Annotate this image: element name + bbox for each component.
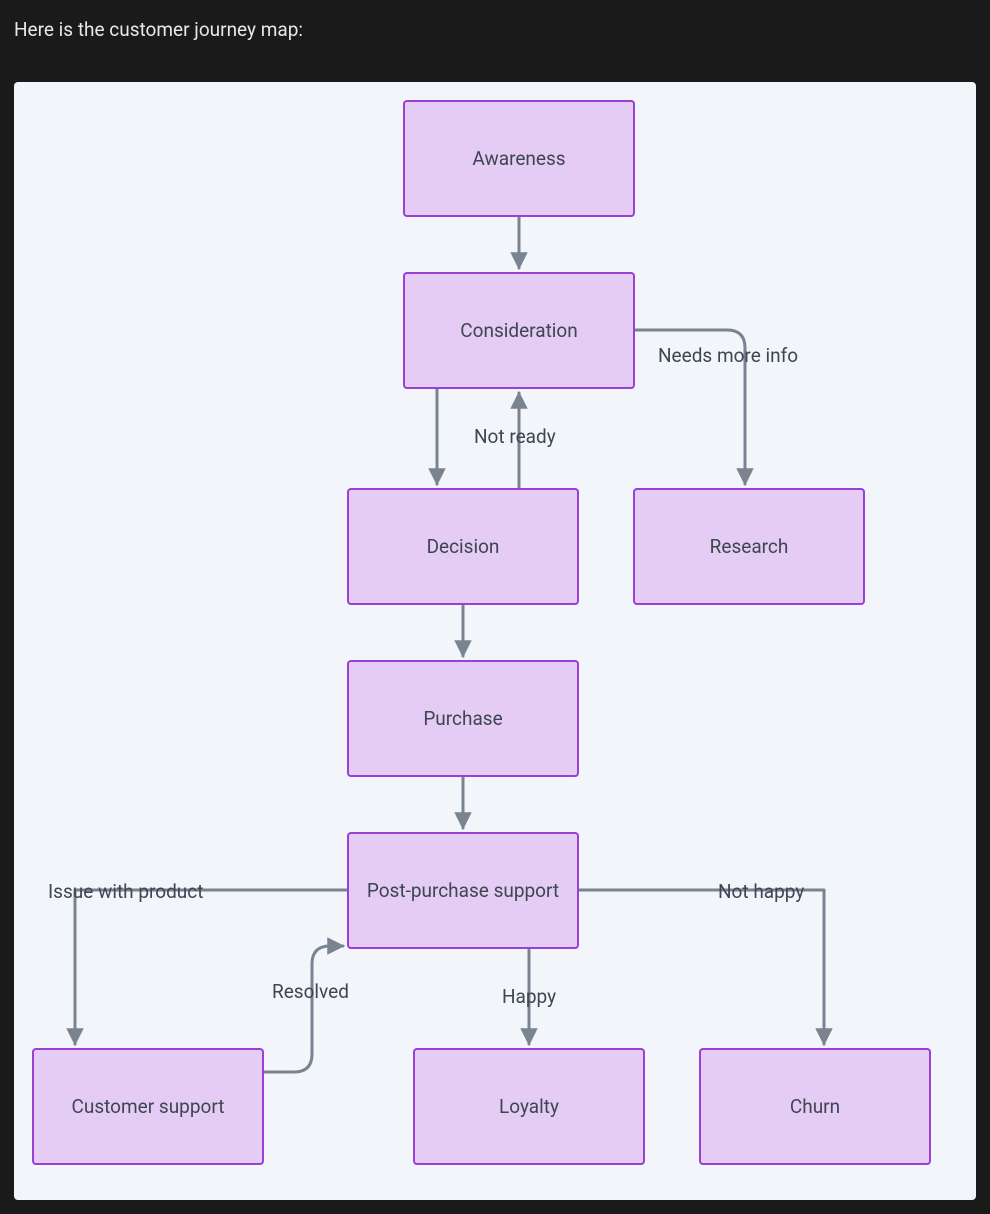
node-custsupport: Customer support (32, 1048, 264, 1165)
edge-label-e10: Not happy (718, 880, 804, 903)
flowchart-canvas: Awareness Consideration Decision Research Pu… (14, 82, 976, 1200)
flowchart-edges-layer (14, 82, 976, 1200)
edge-e8 (264, 946, 343, 1072)
page-heading: Here is the customer journey map: (0, 0, 990, 41)
node-research: Research (633, 488, 865, 605)
edge-label-e7: Issue with product (48, 880, 203, 903)
node-postpurchase: Post-purchase support (347, 832, 579, 949)
node-churn: Churn (699, 1048, 931, 1165)
node-awareness: Awareness (403, 100, 635, 217)
edge-label-e2: Needs more info (658, 344, 798, 367)
edge-e7 (75, 890, 347, 1044)
node-loyalty: Loyalty (413, 1048, 645, 1165)
edge-label-e8: Resolved (272, 980, 349, 1003)
node-consideration: Consideration (403, 272, 635, 389)
edge-label-e4: Not ready (474, 425, 556, 448)
node-decision: Decision (347, 488, 579, 605)
edge-e10 (579, 890, 824, 1044)
node-purchase: Purchase (347, 660, 579, 777)
edge-label-e9: Happy (502, 985, 556, 1008)
